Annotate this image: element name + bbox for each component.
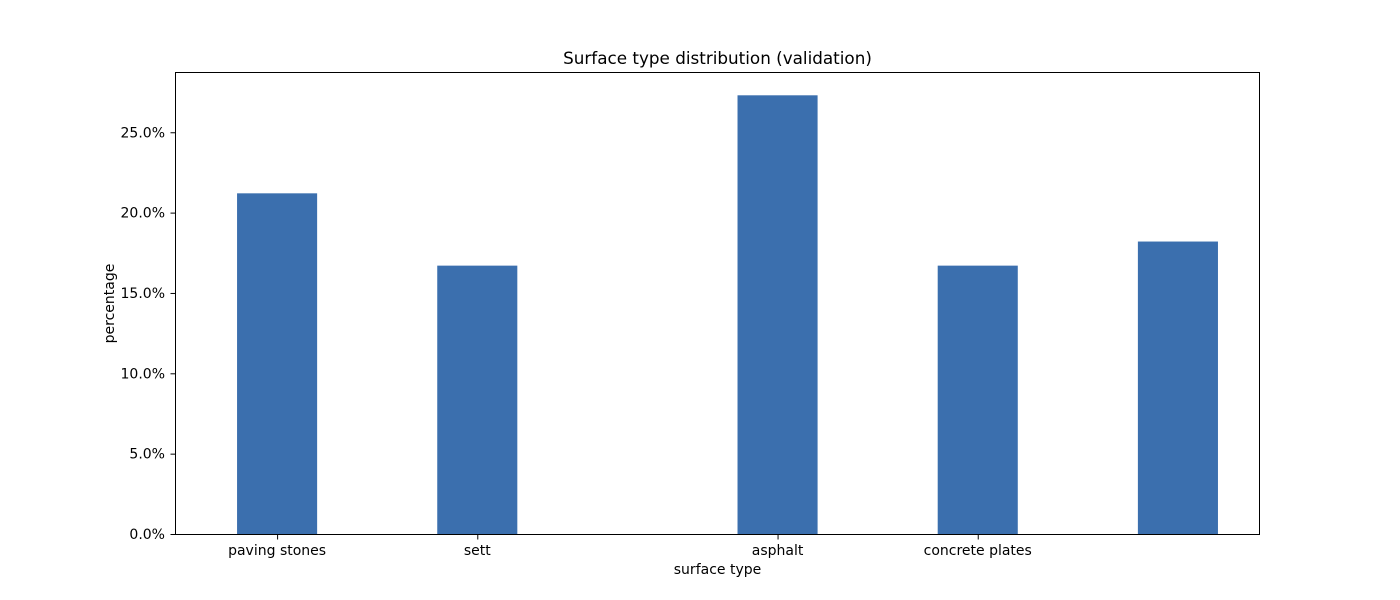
x-tick-label: sett (464, 543, 491, 559)
y-tick-label: 20.0% (121, 206, 165, 222)
x-axis-label: surface type (674, 562, 761, 578)
y-tick-label: 25.0% (121, 125, 165, 141)
bars-group (237, 95, 1218, 535)
x-tick-label: concrete plates (924, 543, 1032, 559)
chart-title: Surface type distribution (validation) (563, 48, 872, 68)
y-axis-ticks: 0.0% 5.0% 10.0% 15.0% 20.0% 25.0% (121, 125, 176, 543)
y-tick-label: 10.0% (121, 366, 165, 382)
bar-3 (937, 265, 1018, 534)
x-tick-label: paving stones (228, 543, 326, 559)
y-axis-label: percentage (102, 264, 118, 344)
plot-frame (175, 72, 1260, 535)
x-axis-ticks: paving stones sett asphalt concrete plates (228, 534, 1032, 559)
bar-4 (1137, 241, 1218, 534)
bar-1 (437, 265, 518, 534)
x-tick-label: asphalt (752, 543, 804, 559)
bar-2 (737, 95, 818, 534)
bar-0 (237, 193, 318, 535)
y-tick-label: 15.0% (121, 286, 165, 302)
y-tick-label: 0.0% (129, 527, 165, 543)
y-tick-label: 5.0% (129, 447, 165, 463)
